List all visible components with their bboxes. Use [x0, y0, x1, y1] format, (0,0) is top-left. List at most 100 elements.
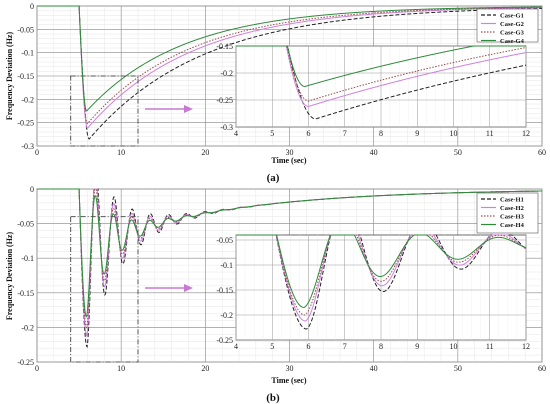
zoom-rectangle [70, 75, 139, 147]
legend-entry: Case-H3 [500, 214, 525, 221]
inset-series-line [236, 234, 527, 322]
legend-entry: Case-H4 [500, 222, 525, 229]
inset-x-tick-label: 4 [234, 342, 238, 351]
legend-entry: Case-G3 [500, 30, 525, 37]
inset-series-line [236, 234, 527, 316]
x-tick-labels-a: 0 10 20 30 40 50 60 [35, 148, 546, 157]
inset-x-tick-label: 5 [270, 342, 274, 351]
series-line [37, 5, 543, 140]
x-tick-label: 10 [117, 364, 125, 373]
legend-entry: Case-G2 [500, 21, 524, 28]
series-line [37, 5, 542, 129]
y-tick-label: -0.2 [21, 95, 34, 104]
x-tick-label: 40 [370, 148, 378, 157]
y-tick-label: -0.2 [21, 323, 34, 332]
inset-x-tick-label: 10 [450, 129, 458, 138]
series-line [37, 188, 542, 318]
inset-series-line [236, 234, 527, 309]
y-tick-label: -0.1 [21, 49, 34, 58]
x-tick-label: 20 [201, 364, 209, 373]
legend-entry: Case-H2 [500, 205, 524, 212]
inset-x-tick-label: 11 [486, 342, 494, 351]
inset-x-tick-labels-a: 4 5 6 7 8 9 10 11 12 [234, 129, 530, 138]
y-tick-label: -0.3 [21, 142, 34, 151]
inset-y-tick-label: -0.25 [216, 96, 233, 105]
x-tick-label: 30 [286, 148, 294, 157]
inset-x-tick-labels-b: 4 5 6 7 8 9 10 11 12 [234, 342, 530, 351]
legend-entry: Case-H1 [500, 197, 524, 204]
y-axis-label-a: Frequency Deviation (Hz) [5, 32, 14, 121]
x-tick-label: 10 [117, 148, 125, 157]
inset-series-line [236, 234, 527, 330]
zoom-arrow-a [145, 105, 193, 113]
inset-x-tick-label: 10 [450, 342, 458, 351]
series-line [37, 5, 543, 112]
inset-x-tick-label: 12 [522, 129, 530, 138]
x-tick-label: 20 [201, 148, 209, 157]
inset-grid-a [235, 45, 527, 128]
zoom-box-b [70, 216, 139, 363]
inset-series-lines-b [236, 234, 527, 330]
x-tick-label: 60 [538, 364, 546, 373]
inset-x-tick-label: 7 [343, 342, 347, 351]
inset-x-tick-label: 8 [379, 129, 383, 138]
inset-y-tick-label: -0.2 [220, 69, 233, 78]
y-tick-label: -0.25 [17, 119, 34, 128]
inset-y-tick-label: -0.05 [216, 236, 233, 245]
inset-y-tick-labels-a: -0.15 -0.2 -0.25 -0.3 [216, 42, 233, 132]
y-tick-label: -0.25 [17, 358, 34, 367]
inset-y-tick-label: -0.2 [220, 311, 233, 320]
y-axis-label-b: Frequency Deviation (Hz) [5, 232, 14, 321]
inset-b: 4 5 6 7 8 9 10 11 12 -0.05 -0.1 -0.15 -0.2 -0.25 [216, 234, 530, 351]
inset-series-lines-a [236, 45, 527, 120]
zoom-rectangle [70, 216, 139, 363]
x-axis-label-a: Time (sec) [271, 156, 307, 165]
inset-y-tick-label: -0.3 [220, 123, 233, 132]
zoom-box-a [70, 75, 139, 147]
inset-y-tick-label: -0.15 [216, 42, 233, 51]
y-tick-label: -0.05 [17, 25, 34, 34]
inset-y-tick-label: -0.25 [216, 336, 233, 345]
y-tick-label: -0.15 [17, 72, 34, 81]
inset-x-tick-label: 8 [379, 342, 383, 351]
inset-x-tick-label: 11 [486, 129, 494, 138]
inset-x-tick-label: 5 [270, 129, 274, 138]
x-tick-label: 40 [370, 364, 378, 373]
inset-x-tick-label: 12 [522, 342, 530, 351]
x-tick-label: 60 [538, 148, 546, 157]
chart-panel-b: 0 10 20 30 40 50 60 0-0.05-0.1-0.15-0.2-0.25 T… [5, 185, 546, 404]
inset-y-tick-label: -0.1 [220, 261, 233, 270]
inset-a: 4 5 6 7 8 9 10 11 12 -0.15 -0.2 -0.25 -0.3 [216, 42, 530, 138]
zoom-arrow-b [145, 284, 193, 292]
x-tick-labels-b: 0 10 20 30 40 50 60 [35, 364, 546, 373]
legend-entry: Case-G4 [500, 38, 525, 45]
inset-x-tick-label: 4 [234, 129, 238, 138]
panel-label-b: (b) [266, 392, 280, 404]
inset-series-line [236, 45, 526, 88]
inset-x-tick-label: 9 [415, 129, 419, 138]
chart-panel-a: 0 10 20 30 40 50 60 0-0.05-0.1-0.15-0.2-0.25-0… [5, 2, 546, 184]
series-lines-b [37, 188, 543, 348]
inset-x-tick-label: 6 [307, 342, 311, 351]
inset-x-tick-label: 9 [415, 342, 419, 351]
x-tick-label: 50 [454, 364, 462, 373]
x-tick-label: 30 [286, 364, 294, 373]
y-tick-labels-a: 0 -0.05 -0.1 -0.15 -0.2 -0.25 -0.3 [17, 2, 34, 151]
y-tick-label: -0.15 [17, 289, 34, 298]
y-tick-label: 0 [30, 185, 34, 194]
legend-entry: Case-G1 [500, 13, 524, 20]
inset-y-tick-label: -0.15 [216, 286, 233, 295]
x-tick-label: 0 [35, 148, 39, 157]
series-line [37, 5, 542, 125]
x-axis-label-b: Time (sec) [271, 376, 307, 385]
inset-x-tick-label: 7 [343, 129, 347, 138]
inset-y-tick-labels-b: -0.05 -0.1 -0.15 -0.2 -0.25 [216, 236, 233, 345]
x-tick-label: 0 [35, 364, 39, 373]
x-tick-label: 50 [454, 148, 462, 157]
y-tick-label: 0 [30, 2, 34, 11]
panel-label-a: (a) [267, 172, 280, 184]
y-tick-labels-b: 0 -0.05 -0.1 -0.15 -0.2 -0.25 [17, 185, 34, 367]
